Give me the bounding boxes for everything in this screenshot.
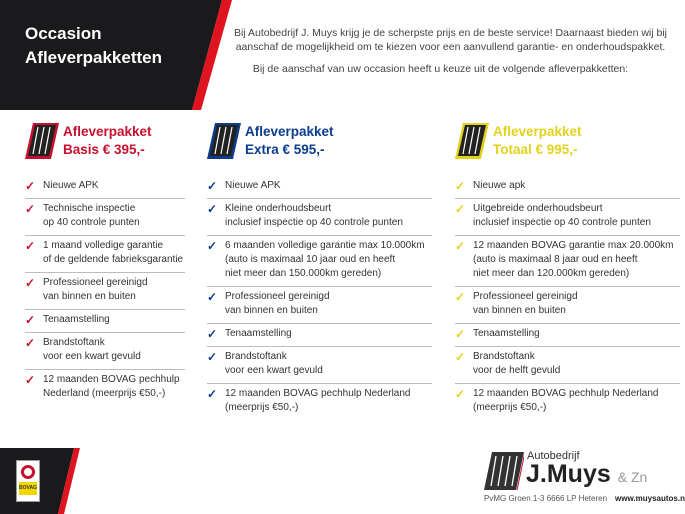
address-line: PvMG Groen 1-3 6666 LP Heteren www.muysau… <box>484 494 685 503</box>
item-text: 12 maanden BOVAG pechhulp Nederland (mee… <box>473 388 659 413</box>
list-item: ✓ Kleine onderhoudsbeurt inclusief inspec… <box>207 199 432 236</box>
check-icon: ✓ <box>25 179 36 193</box>
check-icon: ✓ <box>455 239 466 253</box>
check-icon: ✓ <box>455 179 466 193</box>
item-text: 12 maanden BOVAG pechhulp Nederland (mee… <box>43 374 180 399</box>
package-name: Afleverpakket <box>63 124 152 139</box>
list-item: ✓ Professioneel gereinigd van binnen en b… <box>207 287 432 324</box>
check-icon: ✓ <box>455 327 466 341</box>
page-title: Occasion Afleverpakketten <box>25 22 162 70</box>
list-item: ✓ Nieuwe APK <box>25 176 185 199</box>
item-text: Nieuwe apk <box>473 180 526 191</box>
intro-text: Bij Autobedrijf J. Muys krijg je de sche… <box>228 26 673 84</box>
package-3: Afleverpakket Totaal € 995,- ✓ Nieuwe apk ✓ U… <box>455 120 680 420</box>
check-icon: ✓ <box>455 202 466 216</box>
list-item: ✓ 12 maanden BOVAG pechhulp Nederland (me… <box>25 370 185 406</box>
package-name: Afleverpakket <box>493 124 582 139</box>
list-item: ✓ Nieuwe apk <box>455 176 680 199</box>
check-icon: ✓ <box>25 202 36 216</box>
package-price: Totaal € 995,- <box>493 142 578 157</box>
tire-icon <box>25 123 59 159</box>
list-item: ✓ 1 maand volledige garantie of de gelden… <box>25 236 185 273</box>
check-icon: ✓ <box>207 202 218 216</box>
list-item: ✓ 6 maanden volledige garantie max 10.000… <box>207 236 432 287</box>
list-item: ✓ Professioneel gereinigd van binnen en b… <box>455 287 680 324</box>
item-text: Tenaamstelling <box>43 314 110 325</box>
list-item: ✓ Nieuwe APK <box>207 176 432 199</box>
bovag-label: BOVAG <box>19 482 37 495</box>
list-item: ✓ Tenaamstelling <box>207 324 432 347</box>
list-item: ✓ 12 maanden BOVAG garantie max 20.000km … <box>455 236 680 287</box>
package-price: Extra € 595,- <box>245 142 325 157</box>
check-icon: ✓ <box>25 239 36 253</box>
list-item: ✓ Brandstoftank voor de helft gevuld <box>455 347 680 384</box>
item-text: Tenaamstelling <box>473 328 540 339</box>
item-text: Nieuwe APK <box>225 180 281 191</box>
item-text: 12 maanden BOVAG pechhulp Nederland (mee… <box>225 388 411 413</box>
item-text: Professioneel gereinigd van binnen en bu… <box>225 291 330 316</box>
tire-logo-icon <box>484 452 524 490</box>
check-icon: ✓ <box>455 290 466 304</box>
list-item: ✓ 12 maanden BOVAG pechhulp Nederland (me… <box>207 384 432 420</box>
list-item: ✓ Professioneel gereinigd van binnen en b… <box>25 273 185 310</box>
bottom-left-banner <box>0 448 80 514</box>
header-banner <box>0 0 232 110</box>
list-item: ✓ Uitgebreide onderhoudsbeurt inclusief i… <box>455 199 680 236</box>
title-line-2: Afleverpakketten <box>25 48 163 67</box>
tire-icon <box>207 123 241 159</box>
brand-small: Autobedrijf <box>527 450 580 462</box>
package-name: Afleverpakket <box>245 124 334 139</box>
package-header: Afleverpakket Basis € 395,- <box>25 120 185 162</box>
package-header: Afleverpakket Totaal € 995,- <box>455 120 680 162</box>
tire-icon <box>455 123 489 159</box>
check-icon: ✓ <box>207 350 218 364</box>
package-price: Basis € 395,- <box>63 142 145 157</box>
check-icon: ✓ <box>207 179 218 193</box>
brand-name: J.Muys <box>526 460 611 488</box>
bovag-logo: BOVAG <box>16 460 40 502</box>
list-item: ✓ Tenaamstelling <box>25 310 185 333</box>
list-item: ✓ 12 maanden BOVAG pechhulp Nederland (me… <box>455 384 680 420</box>
item-text: 6 maanden volledige garantie max 10.000k… <box>225 240 425 279</box>
check-icon: ✓ <box>25 276 36 290</box>
item-text: Brandstoftank voor een kwart gevuld <box>225 351 323 376</box>
package-1: Afleverpakket Basis € 395,- ✓ Nieuwe APK ✓ Te… <box>25 120 185 406</box>
check-icon: ✓ <box>207 239 218 253</box>
check-icon: ✓ <box>207 327 218 341</box>
title-line-1: Occasion <box>25 24 102 43</box>
item-text: Kleine onderhoudsbeurt inclusief inspect… <box>225 203 403 228</box>
item-text: Uitgebreide onderhoudsbeurt inclusief in… <box>473 203 651 228</box>
item-text: Technische inspectie op 40 controle punt… <box>43 203 140 228</box>
item-text: 12 maanden BOVAG garantie max 20.000km (… <box>473 240 674 279</box>
check-icon: ✓ <box>25 336 36 350</box>
list-item: ✓ Tenaamstelling <box>455 324 680 347</box>
list-item: ✓ Technische inspectie op 40 controle pun… <box>25 199 185 236</box>
item-text: Professioneel gereinigd van binnen en bu… <box>473 291 578 316</box>
check-icon: ✓ <box>207 290 218 304</box>
website-link[interactable]: www.muysautos.nl <box>615 494 685 503</box>
item-text: Nieuwe APK <box>43 180 99 191</box>
intro-paragraph: Bij Autobedrijf J. Muys krijg je de sche… <box>233 27 668 53</box>
brand-suffix: & Zn <box>617 469 648 485</box>
intro-question: Bij de aanschaf van uw occasion heeft u … <box>252 63 629 75</box>
check-icon: ✓ <box>25 313 36 327</box>
item-text: Tenaamstelling <box>225 328 292 339</box>
check-icon: ✓ <box>455 387 466 401</box>
item-text: 1 maand volledige garantie of de geldend… <box>43 240 184 265</box>
check-icon: ✓ <box>207 387 218 401</box>
list-item: ✓ Brandstoftank voor een kwart gevuld <box>25 333 185 370</box>
list-item: ✓ Brandstoftank voor een kwart gevuld <box>207 347 432 384</box>
package-2: Afleverpakket Extra € 595,- ✓ Nieuwe APK ✓ Kl… <box>207 120 432 420</box>
address: PvMG Groen 1-3 6666 LP Heteren <box>484 494 608 503</box>
check-icon: ✓ <box>25 373 36 387</box>
item-text: Brandstoftank voor een kwart gevuld <box>43 337 141 362</box>
package-header: Afleverpakket Extra € 595,- <box>207 120 432 162</box>
item-text: Professioneel gereinigd van binnen en bu… <box>43 277 148 302</box>
check-icon: ✓ <box>455 350 466 364</box>
item-text: Brandstoftank voor de helft gevuld <box>473 351 561 376</box>
